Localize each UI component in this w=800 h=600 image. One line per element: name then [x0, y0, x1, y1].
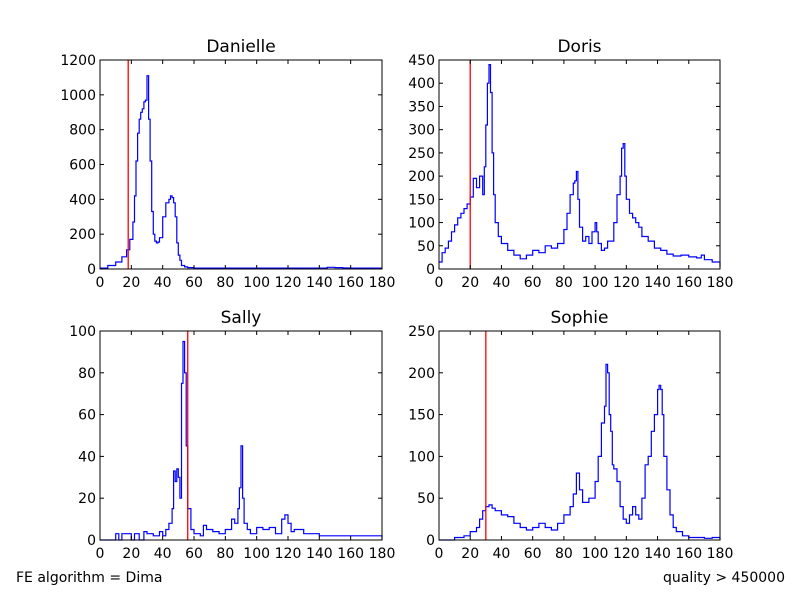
x-tick-label-danielle-80: 80 — [216, 275, 234, 291]
subplot-title-sally: Sally — [221, 308, 262, 328]
x-tick-label-sally-20: 20 — [122, 546, 140, 562]
x-tick-label-danielle-20: 20 — [122, 275, 140, 291]
x-tick-label-sophie-20: 20 — [461, 546, 479, 562]
y-tick-label-sophie-250: 250 — [408, 324, 435, 340]
y-tick-label-sally-100: 100 — [69, 324, 96, 340]
y-tick-label-danielle-200: 200 — [69, 227, 96, 243]
x-tick-label-danielle-160: 160 — [337, 275, 364, 291]
y-tick-label-danielle-0: 0 — [87, 262, 96, 278]
y-tick-label-doris-450: 450 — [408, 53, 435, 69]
y-tick-label-doris-150: 150 — [408, 192, 435, 208]
x-tick-label-doris-60: 60 — [524, 275, 542, 291]
y-tick-label-sally-40: 40 — [78, 449, 96, 465]
plot-frame-sally — [99, 330, 383, 541]
subplot-doris: 0 20 40 60 80 100 120 140 160 1800501001502002503… — [408, 37, 733, 291]
histogram-line-sophie-0 — [439, 363, 721, 541]
x-tick-label-sophie-60: 60 — [524, 546, 542, 562]
x-tick-label-doris-20: 20 — [461, 275, 479, 291]
y-tick-label-sophie-100: 100 — [408, 449, 435, 465]
x-tick-label-danielle-0: 0 — [96, 275, 105, 291]
x-tick-label-sophie-180: 180 — [707, 546, 734, 562]
plot-frame-danielle — [99, 59, 383, 270]
subplot-sally: 0 20 40 60 80 100 120 140 160 180 0 20 40 60 80 100 Sall… — [69, 308, 395, 562]
y-tick-label-doris-200: 200 — [408, 169, 435, 185]
subplot-title-doris: Doris — [557, 37, 601, 57]
plot-frame-doris — [438, 59, 721, 270]
histogram-line-sally-0 — [100, 340, 383, 541]
subplot-title-danielle: Danielle — [206, 37, 275, 57]
y-tick-label-doris-300: 300 — [408, 123, 435, 139]
subplot-title-sophie: Sophie — [551, 308, 609, 328]
x-tick-label-sally-120: 120 — [275, 546, 302, 562]
x-tick-label-sophie-160: 160 — [675, 546, 702, 562]
x-tick-label-sophie-140: 140 — [644, 546, 671, 562]
y-tick-label-sophie-50: 50 — [417, 491, 435, 507]
y-tick-label-doris-400: 400 — [408, 76, 435, 92]
x-tick-label-sally-80: 80 — [216, 546, 234, 562]
x-tick-label-doris-180: 180 — [707, 275, 734, 291]
x-tick-label-sally-100: 100 — [243, 546, 270, 562]
x-tick-label-sally-60: 60 — [185, 546, 203, 562]
subplot-sophie: 0 20 40 60 80 100 120 140 160 180050100150200250S… — [408, 308, 733, 562]
x-tick-label-sally-160: 160 — [337, 546, 364, 562]
x-tick-label-danielle-180: 180 — [369, 275, 396, 291]
footer-quality-label: quality > 450000 — [663, 570, 785, 586]
y-tick-label-doris-250: 250 — [408, 146, 435, 162]
x-tick-label-doris-120: 120 — [613, 275, 640, 291]
y-tick-label-sophie-0: 0 — [426, 533, 435, 549]
y-tick-label-doris-100: 100 — [408, 216, 435, 232]
footer-algorithm-label: FE algorithm = Dima — [16, 570, 163, 586]
y-tick-label-danielle-400: 400 — [69, 192, 96, 208]
x-tick-label-sally-180: 180 — [369, 546, 396, 562]
y-tick-label-danielle-1200: 1200 — [60, 53, 96, 69]
y-tick-label-sally-0: 0 — [87, 533, 96, 549]
x-tick-label-danielle-120: 120 — [275, 275, 302, 291]
x-tick-label-sophie-100: 100 — [582, 546, 609, 562]
y-tick-label-sally-20: 20 — [78, 491, 96, 507]
x-tick-label-sophie-40: 40 — [493, 546, 511, 562]
x-tick-label-doris-80: 80 — [555, 275, 573, 291]
x-tick-label-doris-40: 40 — [493, 275, 511, 291]
y-tick-label-danielle-1000: 1000 — [60, 88, 96, 104]
histogram-line-danielle-0 — [100, 75, 382, 269]
y-tick-label-sophie-200: 200 — [408, 366, 435, 382]
y-tick-label-sally-60: 60 — [78, 408, 96, 424]
x-tick-label-doris-100: 100 — [582, 275, 609, 291]
x-tick-label-sally-0: 0 — [96, 546, 105, 562]
y-tick-label-doris-0: 0 — [426, 262, 435, 278]
y-tick-label-sophie-150: 150 — [408, 408, 435, 424]
x-tick-label-danielle-60: 60 — [185, 275, 203, 291]
x-tick-label-doris-140: 140 — [644, 275, 671, 291]
histogram-line-doris-0 — [439, 63, 721, 267]
x-tick-label-doris-160: 160 — [675, 275, 702, 291]
x-tick-label-danielle-140: 140 — [306, 275, 333, 291]
x-tick-label-danielle-40: 40 — [154, 275, 172, 291]
y-tick-label-sally-80: 80 — [78, 366, 96, 382]
subplot-danielle: 0 20 40 60 80 100 120 140 160 180 0 200 400 600 800 100… — [60, 37, 395, 291]
y-tick-label-danielle-800: 800 — [69, 123, 96, 139]
y-tick-label-doris-350: 350 — [408, 99, 435, 115]
x-tick-label-sophie-80: 80 — [555, 546, 573, 562]
x-tick-label-sophie-120: 120 — [613, 546, 640, 562]
x-tick-label-sally-40: 40 — [154, 546, 172, 562]
x-tick-label-sally-140: 140 — [306, 546, 333, 562]
plot-frame-sophie — [438, 330, 721, 541]
x-tick-label-doris-0: 0 — [435, 275, 444, 291]
x-tick-label-sophie-0: 0 — [435, 546, 444, 562]
x-tick-label-danielle-100: 100 — [243, 275, 270, 291]
y-tick-label-doris-50: 50 — [417, 239, 435, 255]
y-tick-label-danielle-600: 600 — [69, 158, 96, 174]
